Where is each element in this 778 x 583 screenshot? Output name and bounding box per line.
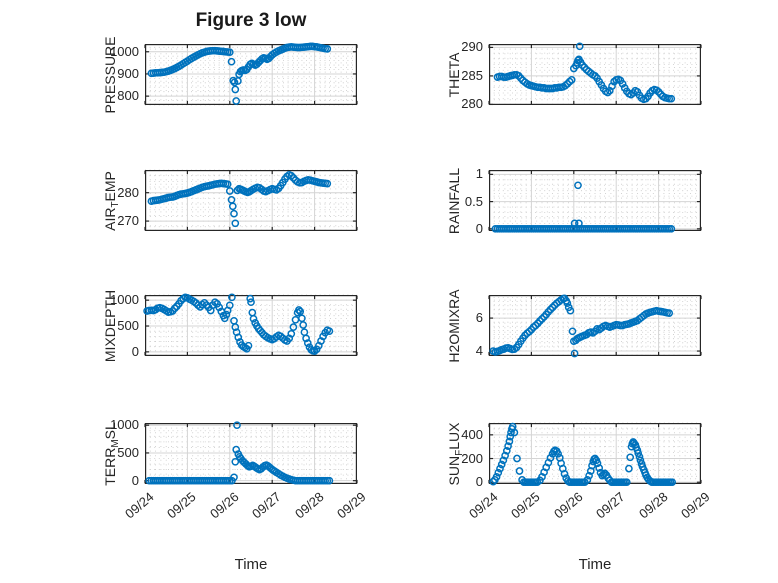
h2omixra-scatter-series — [489, 294, 674, 358]
pressure-ytick-label: 1000 — [110, 43, 139, 59]
y-axis-label-rainfall: RAINFALL — [446, 167, 462, 233]
air-temp-ylabel-part: T — [110, 200, 121, 208]
subplot-pressure — [144, 42, 358, 106]
x-axis-label-left: Time — [234, 556, 268, 573]
terr-msl-ylabel-part: TERR — [102, 447, 118, 486]
sun-flux-ylabel-part: SUN — [446, 455, 462, 485]
air-temp-ytick-label: 270 — [117, 213, 139, 229]
theta-scatter-series — [493, 42, 676, 104]
rainfall-ytick-label: 0.5 — [464, 193, 483, 209]
rainfall-ylabel-part: RAINFALL — [446, 167, 462, 234]
pressure-ytick-label: 900 — [117, 65, 139, 81]
terr-msl-ytick-label: 1000 — [110, 417, 139, 433]
pressure-ylabel-part: PRESSURE — [102, 35, 118, 114]
sun-flux-xtick-label: 09/27 — [593, 489, 628, 522]
theta-plot-area — [488, 42, 702, 106]
y-axis-label-terr-msl: TERRMSL — [102, 421, 121, 486]
terr-msl-xtick-label: 09/26 — [206, 489, 242, 522]
sun-flux-xtick-label: 09/26 — [550, 489, 586, 522]
terr-msl-ylabel-part: M — [110, 438, 121, 448]
pressure-ytick-label: 800 — [117, 88, 139, 104]
terr-msl-ytick-label: 0 — [131, 472, 139, 488]
rainfall-scatter-series — [491, 181, 676, 233]
subplot-sun-flux — [488, 422, 702, 487]
terr-msl-xtick-label: 09/27 — [249, 489, 284, 522]
terr-msl-xtick-label: 09/24 — [122, 489, 157, 522]
terr-msl-xtick-label: 09/29 — [334, 489, 369, 522]
pressure-plot-area — [144, 42, 358, 106]
sun-flux-xtick-label: 09/25 — [508, 489, 544, 522]
mixdepth-ytick-label: 0 — [131, 343, 139, 359]
air-temp-ylabel-part: AIR — [102, 207, 118, 231]
theta-ytick-label: 290 — [461, 39, 483, 55]
subplot-mixdepth — [143, 293, 358, 356]
y-axis-label-sun-flux: SUNFLUX — [446, 422, 465, 485]
terr-msl-ytick-label: 500 — [117, 444, 139, 460]
terr-msl-ylabel-part: SL — [102, 421, 118, 439]
subplot-rainfall — [488, 170, 702, 233]
subplot-theta — [488, 42, 702, 106]
sun-flux-ytick-label: 400 — [461, 426, 483, 442]
pressure-scatter-series — [147, 42, 332, 105]
sun-flux-plot-area — [488, 422, 702, 487]
y-axis-label-mixdepth: MIXDEPTH — [102, 289, 118, 361]
sun-flux-ytick-label: 0 — [475, 474, 483, 490]
terr-msl-scatter-series — [145, 421, 334, 485]
air-temp-plot-area — [144, 169, 358, 231]
mixdepth-ytick-label: 1000 — [110, 292, 139, 308]
mixdepth-plot-area — [143, 293, 358, 356]
air-temp-scatter-series — [147, 170, 332, 228]
h2omixra-plot-area — [488, 294, 702, 358]
theta-ylabel-part: THETA — [446, 52, 462, 97]
y-axis-label-air-temp: AIRTEMP — [102, 170, 121, 231]
sun-flux-ytick-label: 200 — [461, 450, 483, 466]
sun-flux-xtick-label: 09/28 — [635, 489, 671, 522]
rainfall-plot-area — [488, 170, 702, 233]
x-axis-label-right: Time — [578, 556, 612, 573]
sun-flux-ylabel-part: LUX — [446, 422, 462, 450]
sun-flux-ylabel-part: F — [454, 449, 465, 456]
theta-ytick-label: 280 — [461, 96, 483, 112]
theta-ytick-label: 285 — [461, 67, 483, 83]
y-axis-label-pressure: PRESSURE — [102, 36, 118, 113]
mixdepth-ylabel-part: MIXDEPTH — [102, 289, 118, 362]
air-temp-ytick-label: 280 — [117, 184, 139, 200]
h2omixra-ytick-label: 6 — [475, 310, 483, 326]
h2omixra-ylabel-part: H2OMIXRA — [446, 288, 462, 363]
subplot-air-temp — [144, 169, 358, 231]
figure-title: Figure 3 low — [195, 10, 307, 31]
terr-msl-xtick-label: 09/28 — [291, 489, 327, 522]
y-axis-label-h2omixra: H2OMIXRA — [446, 289, 462, 362]
subplot-h2omixra — [488, 294, 702, 358]
mixdepth-scatter-series — [143, 293, 334, 355]
sun-flux-xtick-label: 09/29 — [678, 489, 713, 522]
y-axis-label-theta: THETA — [446, 52, 462, 97]
terr-msl-plot-area — [144, 421, 358, 485]
rainfall-ytick-label: 1 — [475, 166, 483, 182]
rainfall-ytick-label: 0 — [475, 220, 483, 236]
h2omixra-ytick-label: 4 — [475, 343, 483, 359]
sun-flux-scatter-series — [489, 422, 677, 487]
mixdepth-ytick-label: 500 — [117, 318, 139, 334]
terr-msl-xtick-label: 09/25 — [164, 489, 200, 522]
subplot-terr-msl — [144, 421, 358, 485]
sun-flux-xtick-label: 09/24 — [466, 489, 501, 522]
air-temp-ylabel-part: EMP — [102, 170, 118, 201]
